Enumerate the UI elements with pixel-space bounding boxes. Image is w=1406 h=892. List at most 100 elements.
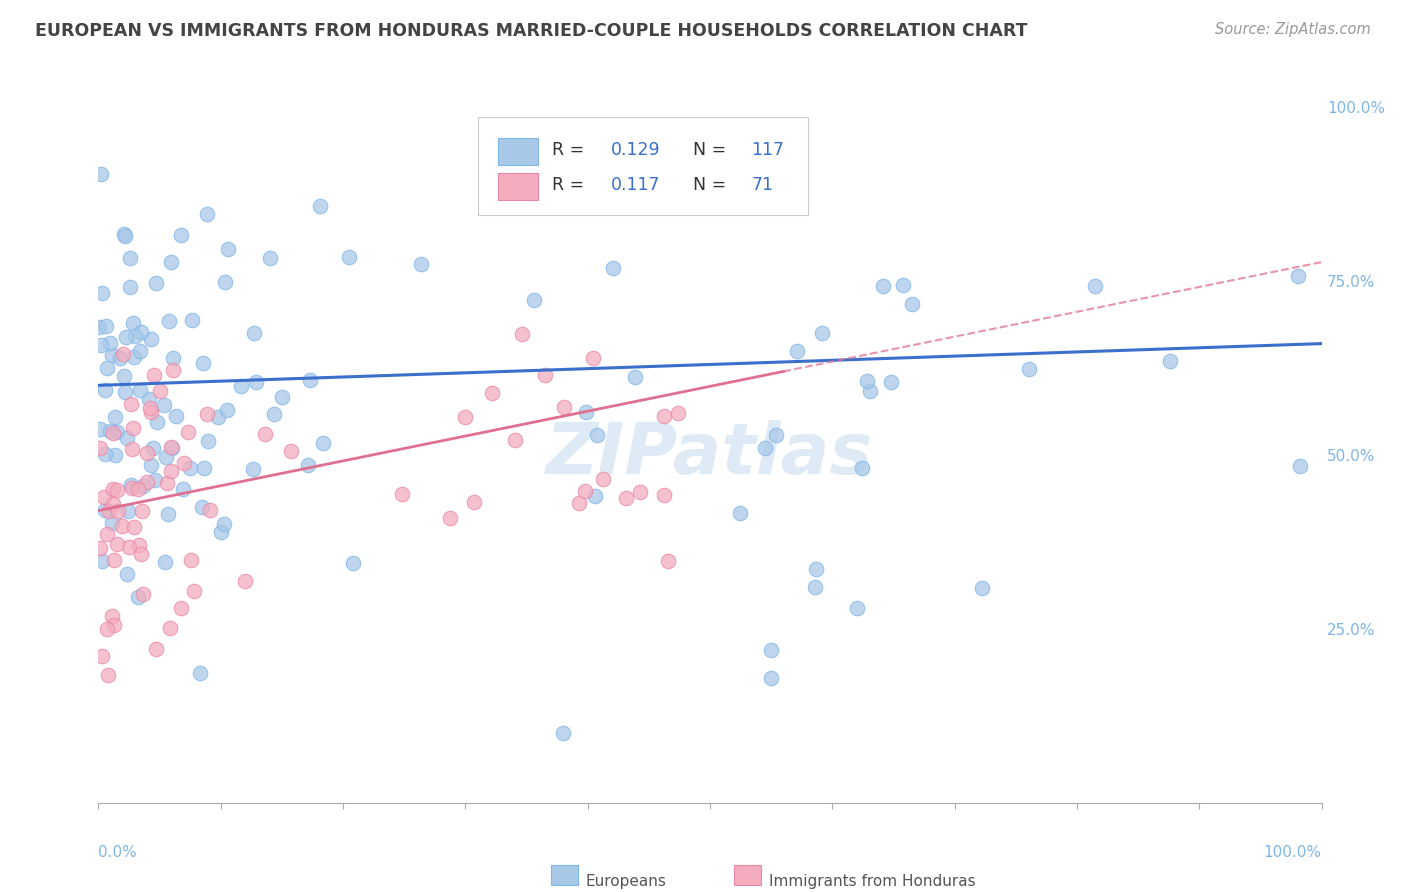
Point <box>193 460 215 475</box>
Point <box>1159 354 1181 368</box>
Point <box>510 327 533 342</box>
Point <box>105 483 128 498</box>
Point <box>160 440 183 454</box>
Point <box>159 255 181 269</box>
Point <box>139 405 162 419</box>
Point <box>207 410 229 425</box>
Point <box>195 206 218 220</box>
Text: 100.0%: 100.0% <box>1264 845 1322 860</box>
Point <box>190 500 212 515</box>
Point <box>209 524 232 539</box>
Point <box>94 503 117 517</box>
Point <box>761 671 783 685</box>
Point <box>583 489 606 503</box>
Point <box>811 326 834 341</box>
Point <box>96 361 118 376</box>
Point <box>89 441 111 455</box>
Point <box>105 425 128 439</box>
Point <box>97 504 120 518</box>
Point <box>299 373 322 387</box>
Point <box>101 609 124 624</box>
Point <box>149 384 172 398</box>
Point <box>568 496 591 510</box>
Point <box>93 447 115 461</box>
Point <box>309 199 332 213</box>
Point <box>553 726 575 740</box>
Point <box>129 326 152 340</box>
Point <box>145 277 167 291</box>
Point <box>409 257 432 271</box>
Point <box>111 518 134 533</box>
Point <box>652 409 675 423</box>
Point <box>636 147 658 161</box>
Point <box>181 312 204 326</box>
Point <box>132 479 155 493</box>
Point <box>804 562 827 576</box>
Point <box>391 487 413 501</box>
Point <box>155 476 177 491</box>
Text: N =: N = <box>693 141 731 159</box>
Point <box>312 435 335 450</box>
Point <box>856 374 879 388</box>
FancyBboxPatch shape <box>734 865 762 885</box>
Point <box>900 297 922 311</box>
Point <box>107 504 129 518</box>
Point <box>115 431 138 445</box>
Point <box>159 464 181 478</box>
Point <box>93 490 115 504</box>
Point <box>135 475 157 489</box>
Point <box>242 462 264 476</box>
Point <box>96 526 118 541</box>
Point <box>575 404 598 418</box>
Point <box>872 278 894 293</box>
Point <box>217 242 239 256</box>
Point <box>162 351 184 366</box>
Point <box>1286 268 1309 283</box>
Point <box>1018 362 1040 376</box>
Point <box>553 400 575 414</box>
Text: R =: R = <box>553 141 591 159</box>
Point <box>98 424 121 438</box>
Text: Source: ZipAtlas.com: Source: ZipAtlas.com <box>1215 22 1371 37</box>
Point <box>534 368 557 382</box>
FancyBboxPatch shape <box>498 138 537 165</box>
Point <box>105 537 128 551</box>
Point <box>197 434 219 449</box>
Point <box>124 328 146 343</box>
Point <box>117 504 139 518</box>
Point <box>159 621 181 635</box>
Point <box>101 497 124 511</box>
Point <box>156 507 179 521</box>
Point <box>103 482 125 496</box>
Point <box>114 384 136 399</box>
Point <box>127 591 149 605</box>
Point <box>893 277 915 292</box>
Point <box>121 316 143 330</box>
Point <box>652 487 675 501</box>
Point <box>90 167 112 181</box>
Point <box>761 642 783 657</box>
Point <box>120 478 142 492</box>
Point <box>280 444 302 458</box>
Point <box>128 343 150 358</box>
Point <box>845 601 868 615</box>
Text: 0.117: 0.117 <box>612 176 661 194</box>
Point <box>145 416 167 430</box>
Point <box>582 351 605 365</box>
Text: N =: N = <box>693 176 731 194</box>
Point <box>139 332 162 346</box>
Point <box>172 483 194 497</box>
Point <box>183 584 205 599</box>
Point <box>297 458 319 472</box>
Point <box>129 547 152 561</box>
Point <box>129 384 152 398</box>
FancyBboxPatch shape <box>498 173 537 200</box>
Point <box>195 407 218 421</box>
Point <box>155 450 177 465</box>
Point <box>91 553 114 567</box>
Point <box>165 409 187 423</box>
Point <box>263 407 285 421</box>
Point <box>592 472 614 486</box>
Text: ZIPatlas: ZIPatlas <box>547 420 873 490</box>
Point <box>122 520 145 534</box>
